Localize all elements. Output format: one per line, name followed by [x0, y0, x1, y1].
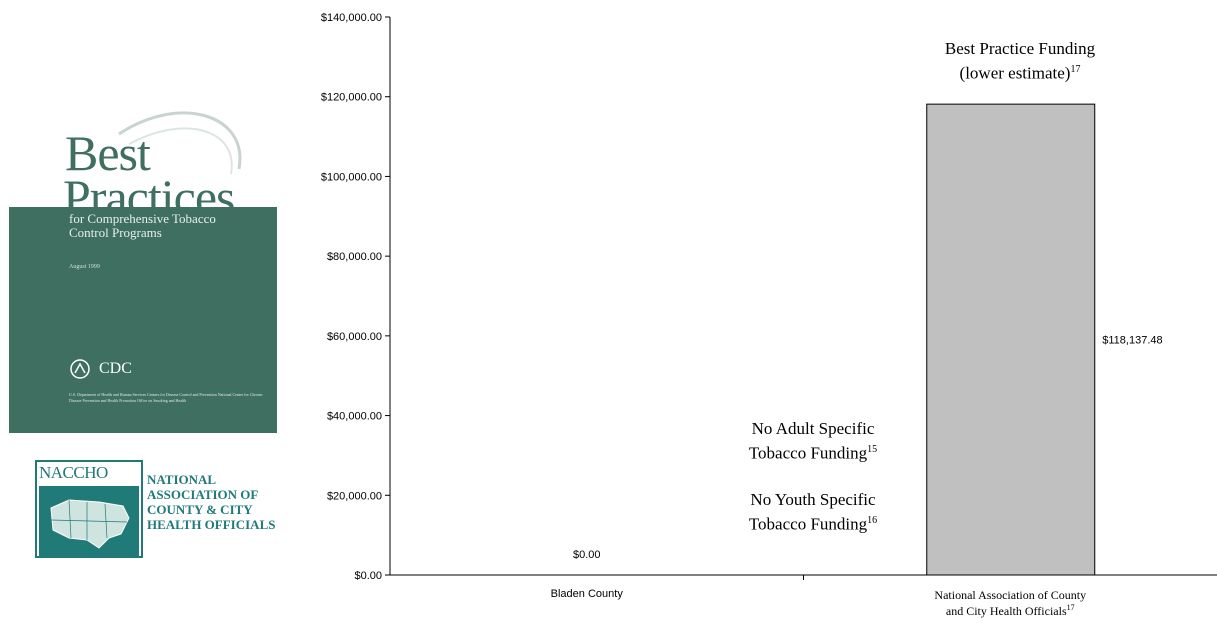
cover-date: August 1999 — [69, 264, 100, 270]
naccho-line4: HEALTH OFFICIALS — [147, 517, 276, 532]
best-practice-line1: Best Practice Funding — [944, 39, 1096, 58]
cover-top-panel — [9, 74, 277, 207]
y-tick-label: $20,000.00 — [327, 490, 382, 502]
no-youth-line1: No Youth Specific — [750, 490, 876, 509]
y-tick-label: $40,000.00 — [327, 411, 382, 423]
cdc-label: CDC — [99, 360, 132, 377]
cdc-mark: CDC — [69, 358, 132, 380]
cover-fine-print: U.S. Department of Health and Human Serv… — [69, 392, 263, 403]
naccho-line2: ASSOCIATION OF — [147, 487, 259, 502]
naccho-line3: COUNTY & CITY — [147, 502, 253, 517]
no-adult-line2: Tobacco Funding15 — [748, 443, 878, 463]
swirl-decoration-icon — [118, 111, 242, 175]
no-adult-funding-annotation: No Adult Specific Tobacco Funding15 — [718, 418, 908, 464]
cover-title-line2: Practices — [63, 169, 235, 225]
cover-title-line1: Best — [65, 125, 151, 181]
no-youth-line2: Tobacco Funding16 — [748, 514, 878, 534]
naccho-name: NATIONAL ASSOCIATION OF COUNTY & CITY HE… — [147, 472, 275, 532]
best-practices-cover-logo: Best Practices for Comprehensive Tobacco… — [9, 74, 277, 433]
y-tick-label: $60,000.00 — [327, 331, 382, 343]
y-tick-label: $100,000.00 — [321, 171, 382, 183]
category-label: National Association of County — [934, 588, 1086, 602]
us-map-icon — [39, 486, 139, 556]
no-youth-funding-annotation: No Youth Specific Tobacco Funding16 — [718, 489, 908, 535]
bar-value-label: $118,137.48 — [1102, 335, 1162, 347]
no-adult-line1: No Adult Specific — [751, 419, 875, 438]
category-label: Bladen County — [551, 588, 624, 600]
bar-value-label: $0.00 — [573, 549, 601, 561]
cover-subtitle: for Comprehensive Tobacco Control Progra… — [69, 211, 216, 240]
cover-green-panel — [9, 207, 277, 433]
y-tick-label: $140,000.00 — [321, 12, 382, 24]
bar — [926, 103, 1096, 576]
naccho-line1: NATIONAL — [147, 472, 217, 487]
best-practice-line2: (lower estimate)17 — [959, 63, 1081, 83]
naccho-logo: NACCHO NATIONAL ASSOCIATION OF COUNTY & … — [35, 460, 295, 558]
naccho-acronym: NACCHO — [39, 463, 108, 482]
naccho-box: NACCHO — [35, 460, 143, 558]
best-practice-annotation: Best Practice Funding (lower estimate)17 — [920, 38, 1120, 84]
hhs-eagle-icon — [70, 359, 90, 379]
y-tick-label: $0.00 — [354, 570, 382, 582]
y-tick-label: $80,000.00 — [327, 251, 382, 263]
y-tick-label: $120,000.00 — [321, 92, 382, 104]
category-label: and City Health Officials17 — [946, 603, 1075, 618]
